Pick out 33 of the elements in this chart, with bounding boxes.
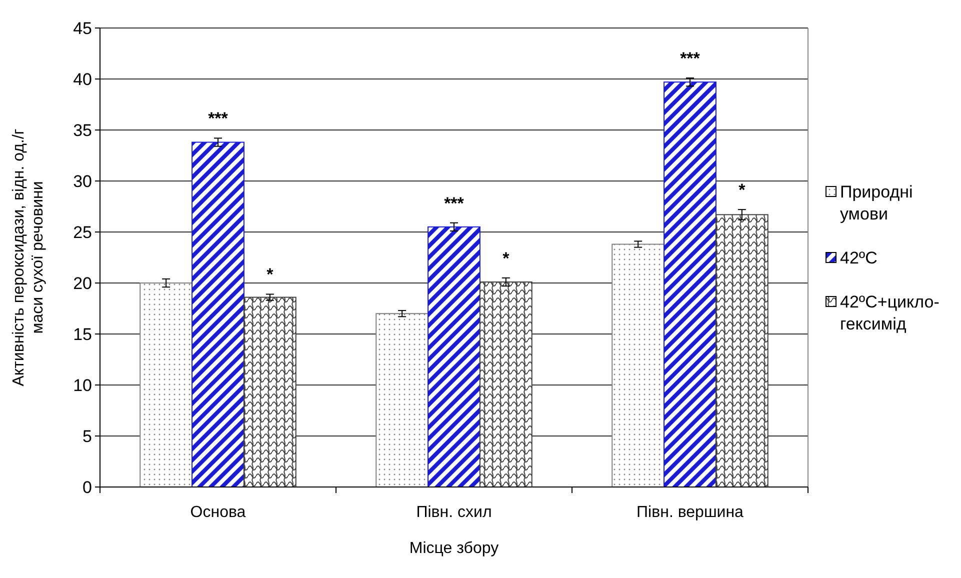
- bar: [664, 82, 716, 488]
- bar: [428, 226, 480, 488]
- bar: [479, 281, 532, 488]
- y-tick-label: 30: [73, 172, 92, 191]
- y-tick-label: 40: [73, 70, 92, 89]
- y-axis-title: Активність пероксидази, відн. од./г маси сухої речовини: [10, 128, 47, 386]
- y-tick-label: 45: [73, 18, 92, 38]
- bar: [715, 214, 768, 488]
- legend-label: Природні умови: [840, 182, 913, 224]
- data-label: *: [502, 248, 510, 268]
- data-label: ***: [444, 194, 464, 213]
- data-label: *: [738, 180, 746, 200]
- bar: [140, 282, 193, 488]
- data-label: *: [266, 265, 274, 284]
- y-tick-label: 25: [73, 222, 92, 242]
- bar: [612, 244, 665, 488]
- data-label: ***: [208, 109, 228, 128]
- y-tick-label: 10: [73, 376, 92, 395]
- y-tick-label: 35: [73, 120, 92, 140]
- x-axis-title: Місце збору: [409, 540, 499, 557]
- y-tick-label: 0: [82, 478, 92, 497]
- bar: [376, 313, 429, 488]
- bar: [243, 296, 296, 488]
- legend-label: 42ºC+цикло-гексимід: [840, 292, 940, 334]
- y-tick-label: 15: [73, 324, 92, 344]
- x-tick-label: Півн. схил: [416, 504, 492, 521]
- bar: [192, 142, 244, 488]
- x-tick-label: Основа: [190, 504, 246, 521]
- legend-label: 42ºC: [840, 248, 878, 268]
- y-tick-label: 20: [73, 274, 92, 293]
- data-label: ***: [680, 48, 700, 68]
- y-tick-label: 5: [82, 426, 92, 446]
- x-tick-label: Півн. вершина: [636, 504, 744, 521]
